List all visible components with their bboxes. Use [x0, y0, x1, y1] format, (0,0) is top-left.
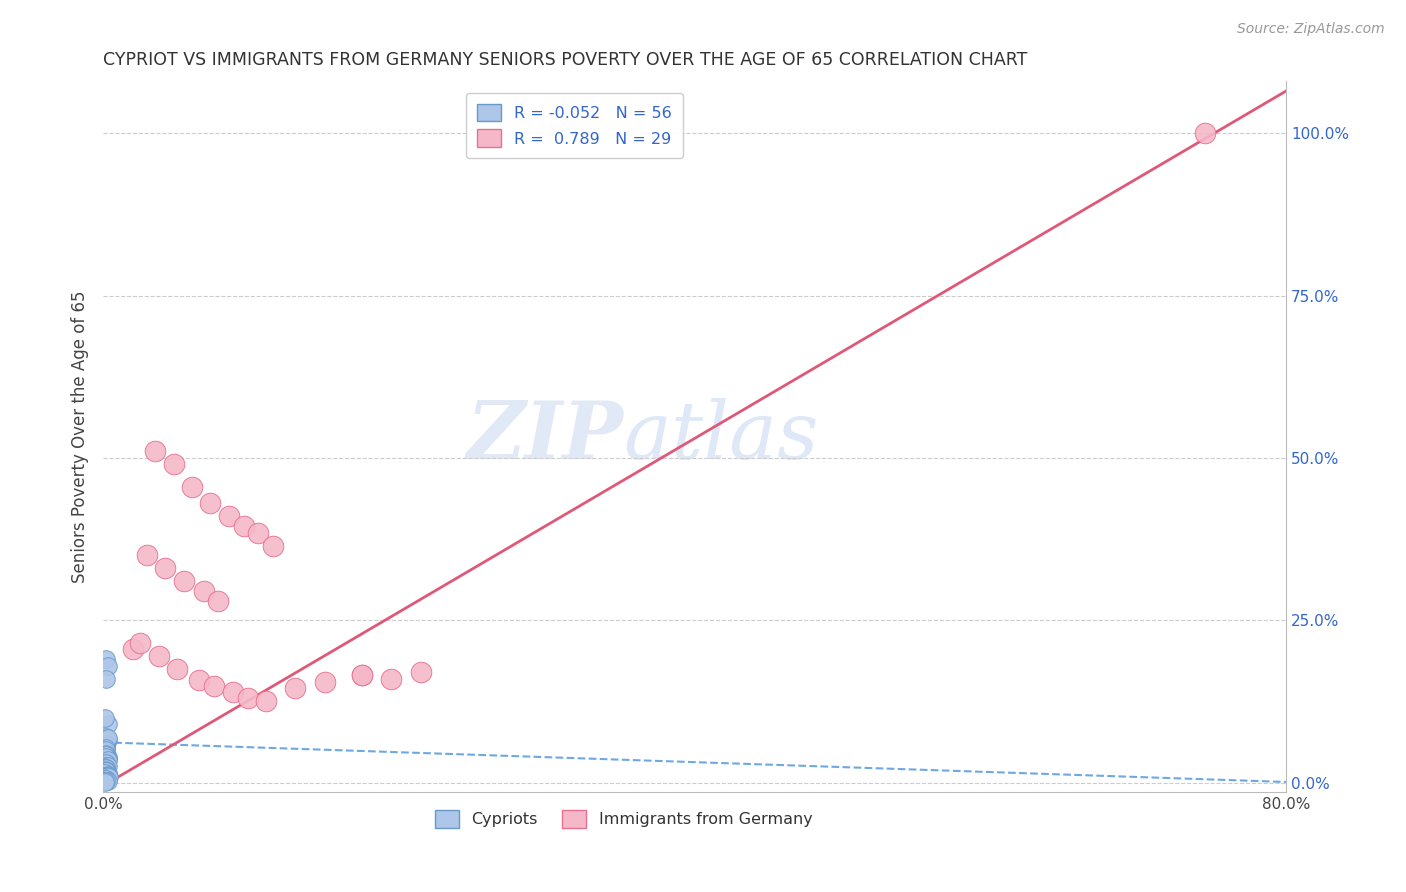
Point: [93, 741, 115, 756]
Point: [93, 757, 115, 772]
Point: [94, 730, 117, 744]
Point: [93, 765, 115, 780]
Point: [284, 681, 307, 696]
Point: [93, 747, 115, 761]
Point: [93, 763, 115, 777]
Point: [97, 752, 120, 766]
Point: [94, 764, 117, 778]
Point: [94, 743, 117, 757]
Point: [93, 711, 115, 725]
Point: [409, 665, 432, 680]
Point: [232, 519, 254, 533]
Point: [236, 691, 259, 706]
Point: [193, 584, 215, 599]
Point: [350, 668, 373, 682]
Point: [94, 672, 117, 686]
Point: [93, 773, 115, 788]
Point: [188, 673, 211, 687]
Point: [97, 773, 120, 788]
Point: [166, 662, 188, 676]
Point: [97, 765, 120, 780]
Point: [94, 737, 117, 751]
Y-axis label: Seniors Poverty Over the Age of 65: Seniors Poverty Over the Age of 65: [72, 291, 89, 583]
Point: [94, 774, 117, 789]
Point: [93, 757, 115, 772]
Point: [94, 748, 117, 763]
Point: [97, 749, 120, 764]
Point: [93, 748, 115, 763]
Point: [93, 755, 115, 769]
Text: atlas: atlas: [624, 398, 818, 475]
Point: [97, 769, 120, 783]
Point: [97, 731, 120, 746]
Point: [94, 747, 117, 761]
Point: [97, 717, 120, 731]
Point: [93, 759, 115, 773]
Point: [380, 672, 402, 686]
Text: CYPRIOT VS IMMIGRANTS FROM GERMANY SENIORS POVERTY OVER THE AGE OF 65 CORRELATIO: CYPRIOT VS IMMIGRANTS FROM GERMANY SENIO…: [103, 51, 1028, 69]
Point: [93, 744, 115, 758]
Point: [93, 764, 115, 778]
Point: [93, 738, 115, 752]
Point: [121, 642, 143, 657]
Point: [1194, 126, 1216, 140]
Point: [180, 480, 202, 494]
Point: [254, 694, 277, 708]
Point: [198, 496, 221, 510]
Point: [143, 444, 166, 458]
Point: [97, 753, 120, 767]
Point: [155, 561, 177, 575]
Point: [218, 509, 240, 524]
Point: [314, 674, 336, 689]
Point: [94, 761, 117, 775]
Point: [93, 756, 115, 770]
Point: [97, 759, 120, 773]
Point: [247, 525, 270, 540]
Point: [93, 751, 115, 765]
Point: [97, 768, 120, 782]
Point: [97, 658, 120, 673]
Point: [93, 765, 115, 780]
Point: [98, 770, 121, 784]
Point: [207, 594, 229, 608]
Point: [94, 769, 117, 783]
Point: [262, 539, 284, 553]
Point: [94, 755, 117, 769]
Point: [94, 749, 117, 764]
Point: [94, 652, 117, 666]
Point: [94, 770, 117, 784]
Point: [94, 772, 117, 787]
Point: [173, 574, 195, 589]
Point: [94, 739, 117, 754]
Point: [93, 764, 115, 778]
Point: [202, 680, 225, 694]
Point: [97, 733, 120, 747]
Point: [136, 549, 159, 563]
Legend: Cypriots, Immigrants from Germany: Cypriots, Immigrants from Germany: [429, 804, 818, 834]
Point: [93, 770, 115, 784]
Point: [222, 684, 245, 698]
Text: Source: ZipAtlas.com: Source: ZipAtlas.com: [1237, 22, 1385, 37]
Text: ZIP: ZIP: [467, 398, 624, 475]
Point: [93, 775, 115, 789]
Point: [163, 458, 186, 472]
Point: [94, 741, 117, 756]
Point: [129, 636, 152, 650]
Point: [93, 743, 115, 757]
Point: [94, 737, 117, 751]
Point: [94, 756, 117, 770]
Point: [350, 668, 373, 682]
Point: [94, 763, 117, 777]
Point: [148, 648, 170, 663]
Point: [93, 769, 115, 783]
Point: [94, 761, 117, 775]
